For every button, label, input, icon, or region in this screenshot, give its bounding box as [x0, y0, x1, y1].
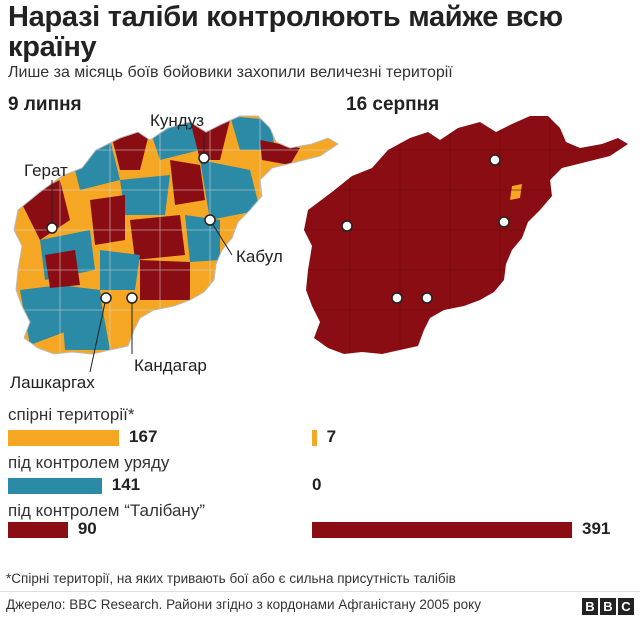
bar-contested-august: [312, 430, 317, 446]
maps-graphic: Кундуз Герат Кабул Лашкаргах Кандагар: [10, 111, 628, 392]
bar-value-government-july: 141: [111, 475, 141, 494]
herat-marker-aug: [341, 220, 353, 232]
lashkargah-marker: [100, 292, 112, 304]
footnote: *Спірні території, на яких тривають бої …: [6, 571, 456, 586]
bbc-logo-letter: C: [618, 598, 634, 615]
bar-contested-july: [8, 430, 120, 446]
kandahar-marker-aug: [421, 292, 433, 304]
bar-taliban-august: [312, 522, 572, 538]
city-markers-august: [341, 154, 510, 304]
page-subtitle: Лише за місяць боїв бойовики захопили ве…: [8, 64, 453, 81]
divider: [0, 591, 640, 592]
city-markers-july: Кундуз Герат Кабул Лашкаргах Кандагар: [10, 111, 283, 392]
category-label-government: під контролем уряду: [8, 453, 170, 472]
bar-government-july: [8, 478, 102, 494]
kabul-marker-aug: [498, 216, 510, 228]
bbc-logo-letter: B: [600, 598, 616, 615]
city-label-herat: Герат: [24, 161, 68, 180]
bar-value-contested-july: 167: [129, 427, 158, 446]
city-label-lashkargah: Лашкаргах: [10, 373, 95, 392]
map-date-august: 16 серпня: [346, 94, 440, 115]
bar-taliban-july: [8, 522, 68, 538]
map-july: [14, 116, 338, 354]
kabul-marker: [204, 214, 216, 226]
city-label-kandahar: Кандагар: [134, 356, 207, 375]
bar-value-taliban-august: 391: [582, 519, 611, 538]
bbc-logo: B B C: [582, 598, 634, 615]
herat-marker: [46, 222, 58, 234]
kandahar-marker: [126, 292, 138, 304]
bbc-logo-letter: B: [582, 598, 598, 615]
bar-value-government-august: 0: [312, 475, 322, 494]
category-label-contested: спірні території*: [8, 405, 135, 424]
page-title: Наразі таліби контролюють майже всю краї…: [8, 1, 563, 63]
kunduz-marker: [198, 152, 210, 164]
category-label-taliban: під контролем “Талібану”: [8, 501, 205, 520]
bar-value-contested-august: 7: [326, 427, 337, 446]
map-date-july: 9 липня: [8, 94, 82, 115]
kunduz-marker-aug: [489, 154, 501, 166]
city-label-kabul: Кабул: [236, 247, 283, 266]
lashkargah-marker-aug: [391, 292, 403, 304]
map-august: [304, 116, 628, 354]
bar-value-taliban-july: 90: [77, 519, 97, 538]
source-note: Джерело: BBC Research. Райони згідно з к…: [6, 597, 481, 612]
city-label-kunduz: Кундуз: [150, 111, 204, 130]
